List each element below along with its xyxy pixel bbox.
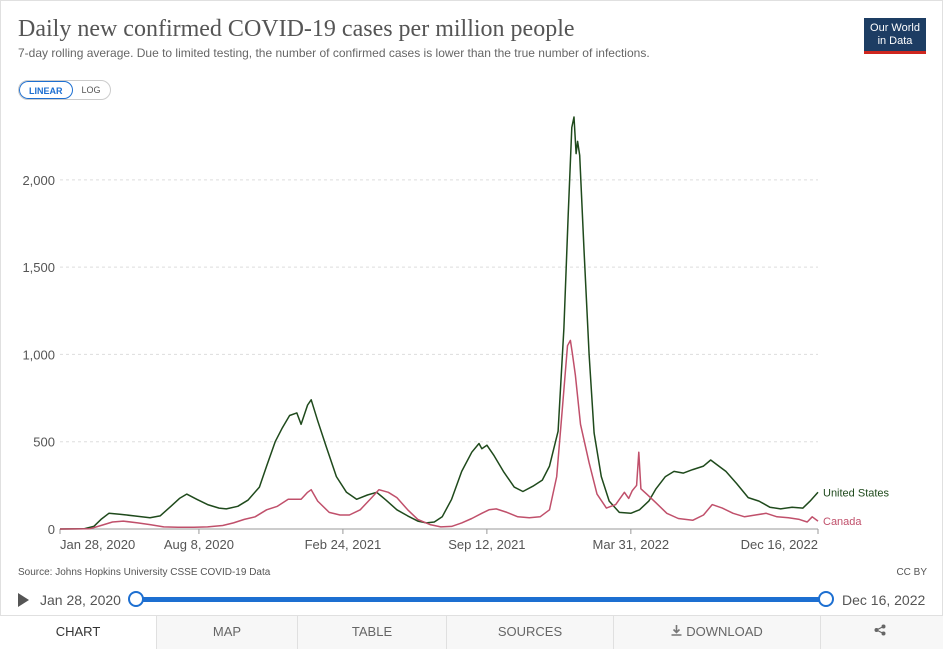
timeline-end-handle[interactable] [818, 591, 834, 607]
timeline-slider: Jan 28, 2020 Dec 16, 2022 [18, 590, 928, 610]
license-label[interactable]: CC BY [896, 567, 927, 578]
y-tick-label: 2,000 [22, 173, 55, 188]
tab-bar: CHART MAP TABLE SOURCES DOWNLOAD [0, 615, 943, 649]
tab-download[interactable]: DOWNLOAD [613, 616, 820, 649]
owid-logo[interactable]: Our World in Data [864, 18, 926, 54]
tab-share[interactable] [820, 616, 943, 649]
timeline-start-label: Jan 28, 2020 [40, 592, 121, 608]
tab-label: MAP [212, 624, 242, 639]
x-tick-label: Feb 24, 2021 [305, 537, 382, 552]
chart-subtitle: 7-day rolling average. Due to limited te… [18, 46, 650, 60]
tab-label: TABLE [351, 624, 393, 639]
share-icon [874, 616, 886, 648]
chart-title: Daily new confirmed COVID-19 cases per m… [18, 16, 575, 42]
scale-toggle: LINEAR LOG [18, 80, 111, 100]
x-tick-label: Mar 31, 2022 [593, 537, 670, 552]
tab-label: DOWNLOAD [686, 624, 763, 639]
source-note[interactable]: Source: Johns Hopkins University CSSE CO… [18, 567, 271, 578]
tab-table[interactable]: TABLE [297, 616, 446, 649]
y-tick-label: 1,500 [22, 260, 55, 275]
play-icon[interactable] [18, 593, 29, 607]
series-label: United States [823, 487, 890, 499]
series-label: Canada [823, 516, 862, 528]
x-tick-label: Aug 8, 2020 [164, 537, 234, 552]
series-line-canada [59, 339, 819, 530]
log-scale-button[interactable]: LOG [81, 85, 101, 95]
tab-map[interactable]: MAP [156, 616, 297, 649]
logo-line-2: in Data [877, 35, 913, 47]
linear-scale-button[interactable]: LINEAR [19, 81, 73, 99]
logo-line-1: Our World [870, 22, 920, 34]
download-icon [671, 616, 682, 648]
tab-chart[interactable]: CHART [0, 616, 156, 649]
line-chart: 0 500 1,000 1,500 2,000 Jan 28, 2020 Aug 8, 20… [22, 116, 890, 552]
y-tick-label: 1,000 [22, 347, 55, 362]
tab-label: CHART [55, 624, 101, 639]
timeline-end-label: Dec 16, 2022 [842, 592, 926, 608]
x-tick-label: Jan 28, 2020 [60, 537, 135, 552]
tab-label: SOURCES [497, 624, 563, 639]
timeline-track[interactable] [136, 597, 826, 602]
x-tick-label: Dec 16, 2022 [741, 537, 818, 552]
x-tick-label: Sep 12, 2021 [448, 537, 525, 552]
y-tick-label: 500 [33, 435, 55, 450]
timeline-start-handle[interactable] [128, 591, 144, 607]
series-line-united-states [59, 116, 819, 530]
y-tick-label: 0 [48, 522, 55, 537]
tab-sources[interactable]: SOURCES [446, 616, 613, 649]
